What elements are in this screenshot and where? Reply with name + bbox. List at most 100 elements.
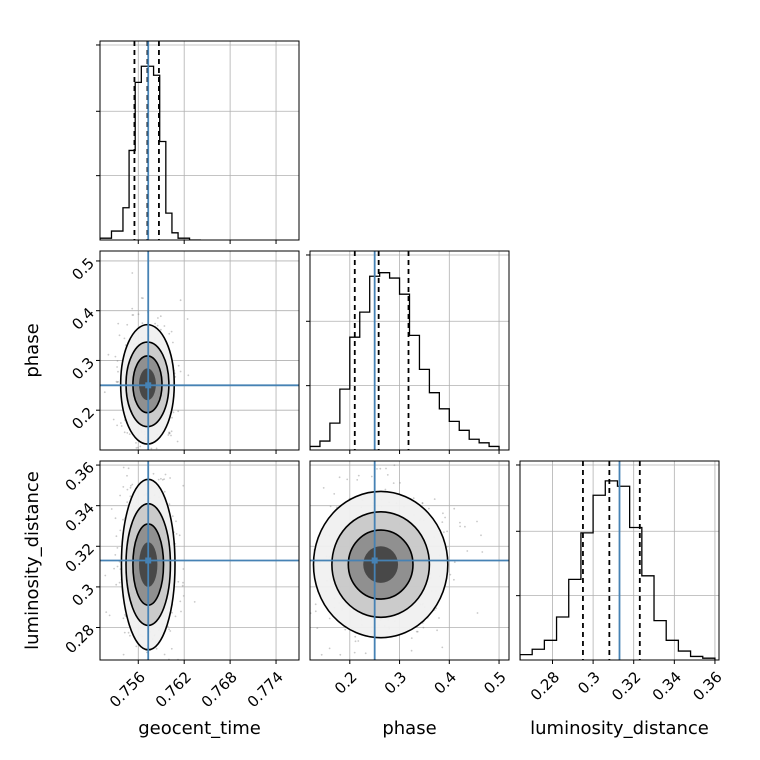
xtick-label-luminosity_distance-1: 0.3 xyxy=(574,668,604,698)
sample-point xyxy=(170,434,172,437)
sample-point xyxy=(314,610,317,613)
sample-point xyxy=(135,442,137,444)
sample-point xyxy=(179,600,182,603)
sample-point xyxy=(453,561,456,563)
sample-point xyxy=(159,315,162,318)
panel-geocent_time-vs-luminosity_distance xyxy=(100,459,299,660)
ytick-label-phase-2: 0.4 xyxy=(68,304,98,334)
sample-point xyxy=(305,614,307,616)
sample-point xyxy=(171,515,174,517)
sample-point xyxy=(160,328,162,331)
sample-point xyxy=(466,550,469,552)
sample-point xyxy=(146,458,148,460)
sample-point xyxy=(433,498,436,500)
ytick-label-luminosity_distance-0: 0.28 xyxy=(62,621,98,657)
contour-phase-vs-luminosity_distance-2 xyxy=(347,529,414,600)
histogram-geocent_time xyxy=(100,65,202,240)
sample-point xyxy=(370,475,373,478)
sample-point xyxy=(132,314,135,316)
sample-point xyxy=(135,645,138,648)
xtick-label-phase-2: 0.4 xyxy=(430,668,460,698)
sample-point xyxy=(357,640,360,642)
frame-luminosity_distance-vs-luminosity_distance xyxy=(519,460,720,661)
sample-point xyxy=(116,424,118,427)
axes-frames xyxy=(96,40,720,664)
histogram-phase xyxy=(310,272,500,450)
sample-point xyxy=(443,531,445,534)
truth-marker-geocent_time-vs-phase xyxy=(145,382,152,389)
xtick-label-luminosity_distance-2: 0.32 xyxy=(608,668,644,704)
sample-point xyxy=(123,337,126,340)
sample-point xyxy=(155,647,158,650)
sample-point xyxy=(314,603,317,606)
sample-point xyxy=(168,503,171,505)
sample-point xyxy=(129,495,132,498)
sample-point xyxy=(346,478,349,481)
sample-point xyxy=(176,440,179,443)
sample-point xyxy=(339,653,342,656)
sample-point xyxy=(399,482,401,484)
sample-point xyxy=(481,551,484,553)
sample-point xyxy=(459,525,461,528)
sample-point xyxy=(168,432,171,434)
sample-point xyxy=(103,391,106,394)
ytick-label-luminosity_distance-3: 0.34 xyxy=(62,499,98,535)
sample-point xyxy=(156,459,158,461)
sample-point xyxy=(152,472,155,475)
sample-point xyxy=(157,478,160,481)
xtick-label-phase-1: 0.3 xyxy=(381,668,411,698)
xtick-label-luminosity_distance-0: 0.28 xyxy=(527,668,563,704)
sample-point xyxy=(122,653,125,656)
sample-point xyxy=(181,584,184,587)
sample-point xyxy=(322,487,325,489)
sample-point xyxy=(464,525,466,528)
sample-point xyxy=(476,520,478,523)
sample-point xyxy=(179,370,182,373)
sample-point xyxy=(328,647,331,650)
sample-point xyxy=(141,322,144,325)
sample-point xyxy=(164,473,167,476)
sample-point xyxy=(156,324,159,327)
sample-point xyxy=(329,505,332,508)
sample-point xyxy=(385,467,387,470)
sample-point xyxy=(116,366,118,368)
sample-point xyxy=(123,431,126,434)
sample-point xyxy=(376,468,378,470)
sample-point xyxy=(357,474,360,477)
sample-point xyxy=(416,630,419,633)
xtick-label-phase-0: 0.2 xyxy=(331,668,361,698)
sample-point xyxy=(116,547,119,549)
xtick-label-phase-3: 0.5 xyxy=(480,668,510,698)
sample-point xyxy=(410,649,413,652)
sample-point xyxy=(115,380,118,383)
sample-point xyxy=(172,341,174,344)
ylabel-luminosity_distance: luminosity_distance xyxy=(22,471,43,650)
sample-point xyxy=(118,334,121,337)
sample-point xyxy=(422,626,425,629)
sample-point xyxy=(172,411,175,414)
sample-point xyxy=(320,653,323,656)
sample-point xyxy=(305,619,307,621)
density-fill-phase-vs-luminosity_distance-3 xyxy=(363,546,399,583)
sample-point xyxy=(168,628,171,631)
sample-point xyxy=(301,494,303,496)
sample-point xyxy=(126,501,129,503)
sample-point xyxy=(126,488,129,491)
sample-point xyxy=(160,477,162,480)
xtick-label-geocent_time-0: 0.756 xyxy=(106,668,149,711)
sample-point xyxy=(179,299,182,302)
sample-point xyxy=(182,595,185,597)
frame-geocent_time-vs-geocent_time xyxy=(99,40,300,241)
sample-point xyxy=(122,486,125,488)
sample-point xyxy=(169,477,172,479)
xlabel-luminosity_distance: luminosity_distance xyxy=(530,718,709,739)
sample-point xyxy=(105,611,108,613)
sample-point xyxy=(168,431,171,434)
sample-point xyxy=(480,534,482,537)
sample-point xyxy=(131,272,134,274)
xtick-label-luminosity_distance-3: 0.34 xyxy=(649,668,685,704)
sample-point xyxy=(444,516,446,519)
sample-point xyxy=(436,629,438,632)
sample-point xyxy=(154,322,157,325)
